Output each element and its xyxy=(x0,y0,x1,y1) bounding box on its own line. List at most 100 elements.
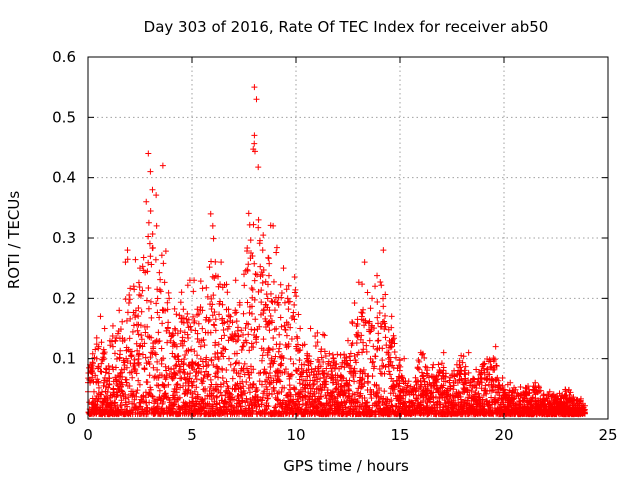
data-point xyxy=(123,317,130,324)
data-point xyxy=(148,334,155,341)
data-point xyxy=(147,207,154,214)
data-point xyxy=(172,327,179,333)
data-point xyxy=(149,230,156,237)
data-point xyxy=(164,299,171,306)
data-point xyxy=(144,410,151,417)
data-point xyxy=(118,402,125,409)
data-point xyxy=(176,394,183,401)
data-point xyxy=(165,319,172,326)
data-point xyxy=(153,300,160,307)
data-point xyxy=(143,297,150,304)
data-point xyxy=(154,295,161,302)
data-point xyxy=(100,382,107,389)
data-point xyxy=(191,388,198,395)
data-point xyxy=(98,368,105,375)
data-point xyxy=(162,248,169,255)
data-point xyxy=(139,406,146,413)
data-point xyxy=(128,348,135,355)
data-point xyxy=(145,285,152,292)
data-point xyxy=(156,387,163,394)
data-point xyxy=(163,372,170,379)
data-point xyxy=(155,338,162,345)
data-point xyxy=(98,389,105,396)
data-point xyxy=(146,399,153,406)
data-point xyxy=(153,382,160,389)
data-point xyxy=(136,350,143,357)
data-point xyxy=(173,381,180,388)
data-point xyxy=(190,378,197,385)
data-point xyxy=(92,372,99,379)
data-point xyxy=(134,387,141,394)
data-point xyxy=(142,329,149,336)
data-point xyxy=(139,343,146,350)
data-point xyxy=(156,338,163,345)
data-point xyxy=(139,287,146,294)
data-point xyxy=(129,374,136,381)
data-point xyxy=(156,269,163,276)
data-point xyxy=(140,254,147,261)
data-point xyxy=(185,334,192,341)
y-tick-label: 0.6 xyxy=(52,48,76,66)
data-point xyxy=(158,345,165,352)
data-point xyxy=(162,390,169,397)
data-point xyxy=(123,364,130,371)
data-point xyxy=(133,340,140,347)
data-point xyxy=(145,305,152,312)
data-point xyxy=(134,327,141,334)
data-point xyxy=(135,377,142,384)
data-point xyxy=(93,355,100,362)
data-point xyxy=(123,376,130,383)
data-point xyxy=(174,381,181,388)
data-point xyxy=(89,350,96,357)
x-tick-label: 5 xyxy=(187,426,197,444)
data-point xyxy=(191,348,198,355)
data-point xyxy=(129,328,136,335)
data-point xyxy=(114,330,121,337)
data-point xyxy=(106,381,113,388)
data-point xyxy=(157,276,164,283)
data-point xyxy=(176,312,183,319)
data-point xyxy=(109,322,116,329)
data-point xyxy=(133,370,140,377)
data-point xyxy=(126,292,133,299)
data-point xyxy=(119,318,126,325)
data-point xyxy=(157,288,164,295)
data-point xyxy=(154,286,161,293)
data-point xyxy=(155,374,162,381)
data-point xyxy=(125,394,132,401)
data-point xyxy=(171,305,178,312)
data-point xyxy=(146,360,153,367)
data-point xyxy=(145,233,152,240)
data-point xyxy=(135,313,142,320)
data-point xyxy=(145,219,152,226)
x-axis-label: GPS time / hours xyxy=(283,457,409,475)
data-point xyxy=(126,335,133,342)
data-point xyxy=(160,260,167,267)
data-point xyxy=(173,311,180,318)
data-point xyxy=(114,391,121,398)
data-point xyxy=(150,364,157,371)
x-tick-label: 10 xyxy=(286,426,305,444)
data-point xyxy=(147,253,154,260)
data-point xyxy=(124,309,131,316)
data-point xyxy=(177,299,184,306)
data-point xyxy=(95,378,102,385)
data-point xyxy=(165,289,172,296)
data-point xyxy=(147,386,154,393)
data-point xyxy=(92,346,99,353)
data-point xyxy=(169,375,176,382)
data-point xyxy=(148,261,155,268)
data-point xyxy=(89,360,96,367)
data-point xyxy=(179,334,186,341)
data-point xyxy=(144,379,151,386)
y-tick-label: 0.2 xyxy=(52,289,76,307)
data-point xyxy=(144,323,151,330)
data-point xyxy=(159,320,166,327)
data-point xyxy=(182,352,189,359)
data-point xyxy=(190,288,197,295)
y-tick-label: 0.3 xyxy=(52,229,76,247)
data-point xyxy=(179,342,186,349)
y-axis-label: ROTI / TECUs xyxy=(5,191,23,289)
data-point xyxy=(164,325,171,332)
